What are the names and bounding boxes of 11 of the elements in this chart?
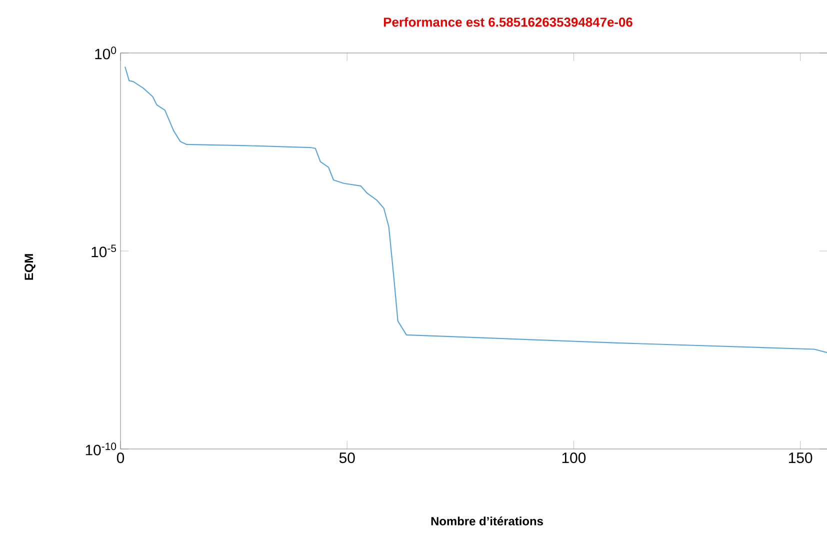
line-series <box>124 66 827 354</box>
x-tick-label: 50 <box>339 452 355 464</box>
x-axis-title: Nombre d’itérations <box>431 516 543 526</box>
chart-title: Performance est 6.585162635394847e-06 <box>384 17 632 27</box>
x-tick-label: 100 <box>562 452 586 464</box>
x-tick-label: 0 <box>116 452 124 464</box>
y-tick-label: 10$^{0}$ <box>95 46 116 60</box>
x-tick-label: 150 <box>788 452 812 464</box>
y-tick-label: 10$^{-10}$ <box>86 442 116 456</box>
y-tick-label: 10$^{-5}$ <box>92 244 116 258</box>
y-axis-title: EQM <box>24 254 36 280</box>
